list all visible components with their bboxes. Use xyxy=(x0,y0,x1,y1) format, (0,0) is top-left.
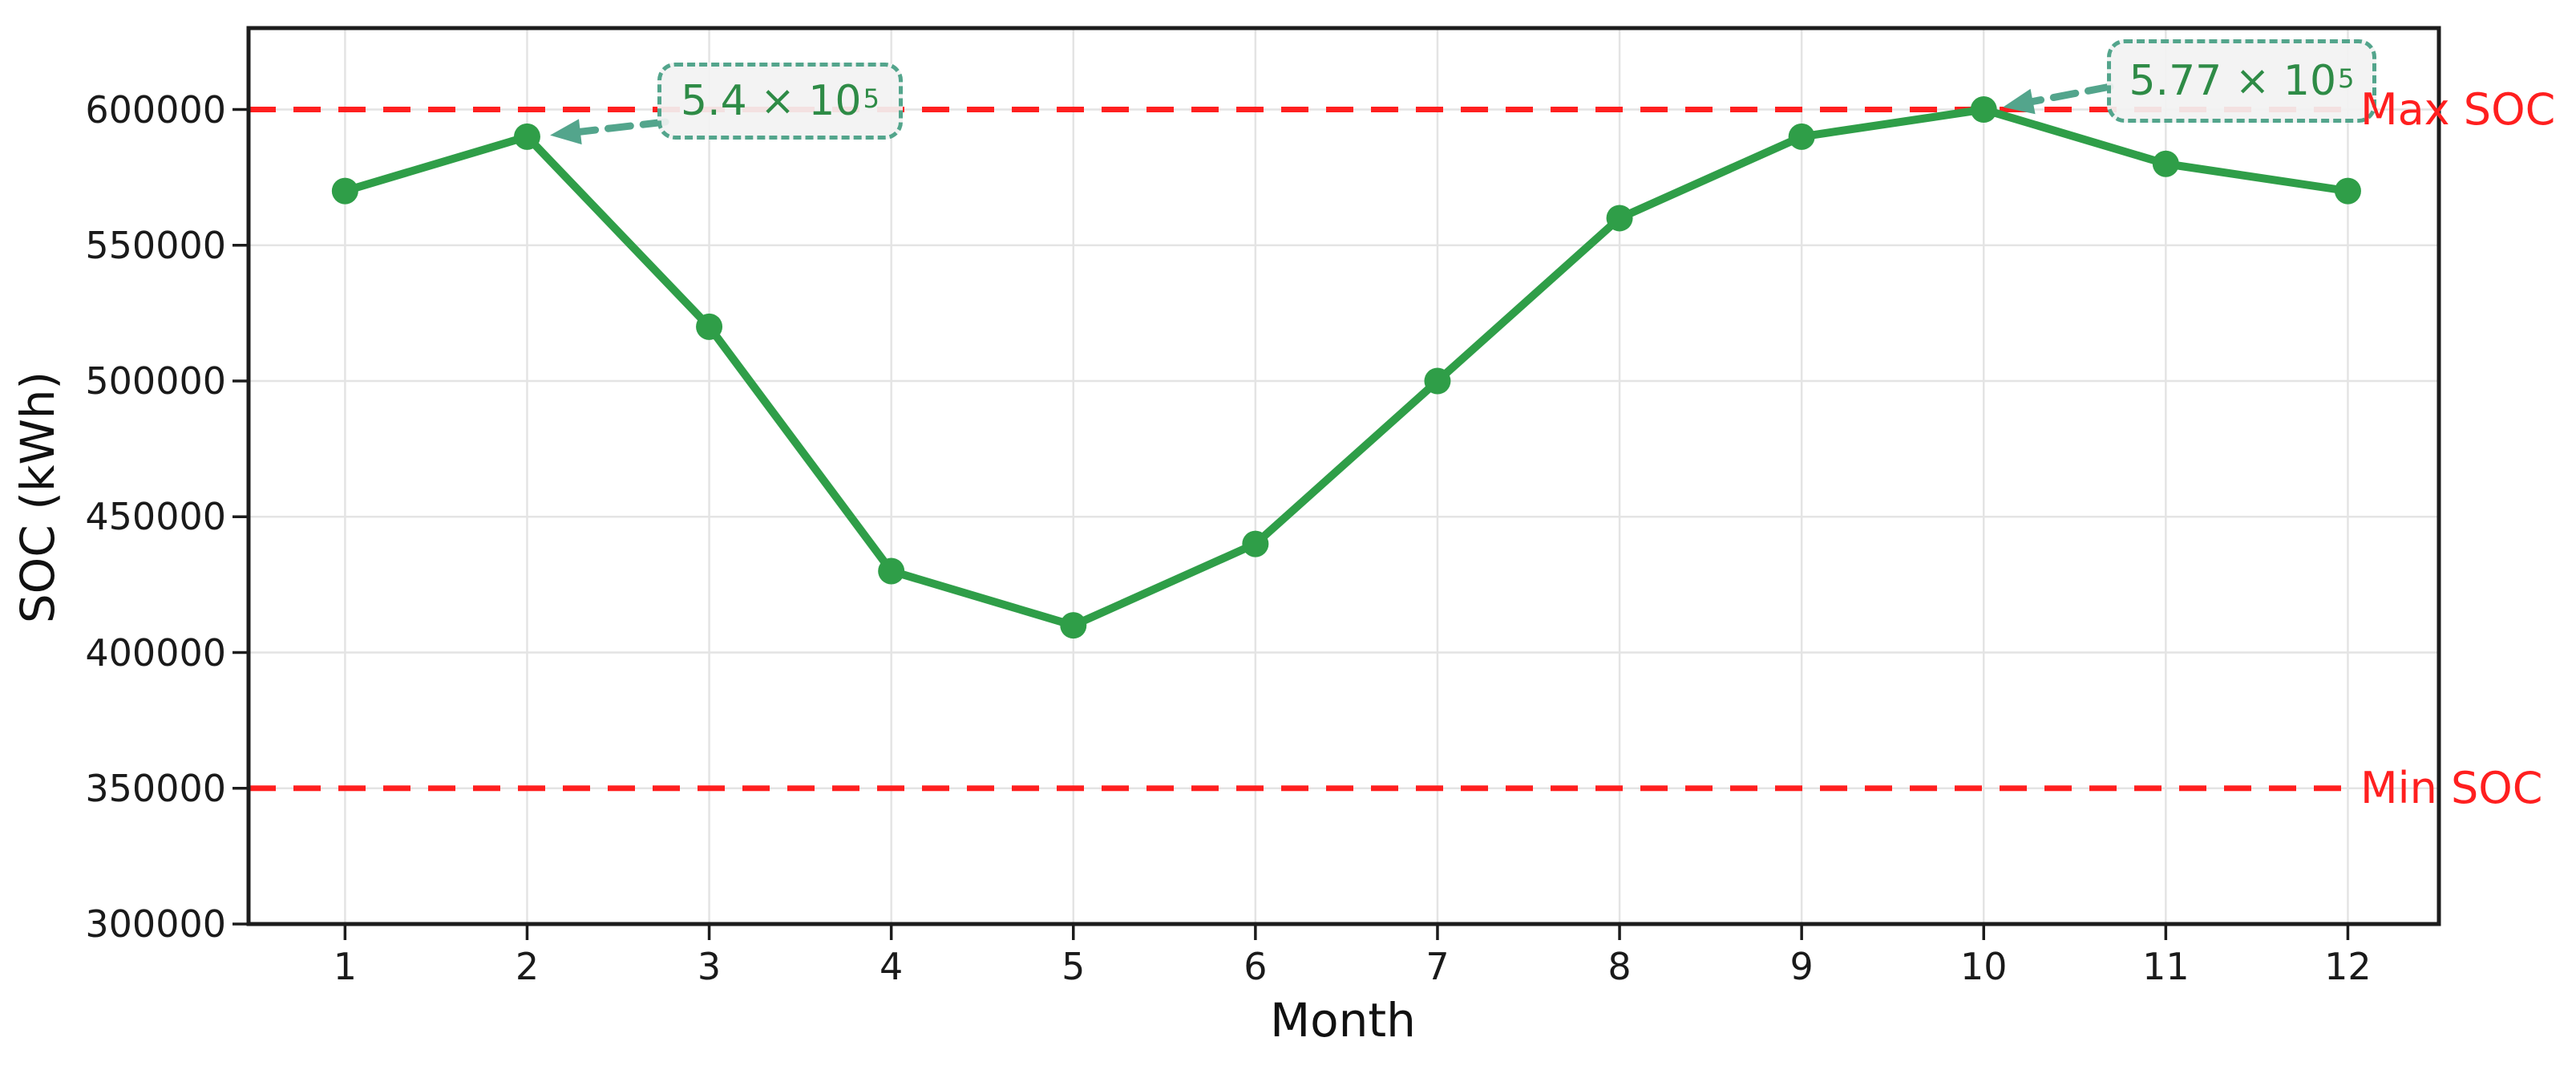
x-tick-label: 6 xyxy=(1244,945,1268,988)
y-tick-label: 400000 xyxy=(85,630,226,675)
max-soc-label: Max SOC xyxy=(2360,83,2556,135)
annotation-arrowhead xyxy=(550,119,582,145)
soc-data-point xyxy=(1060,612,1087,639)
y-tick-label: 600000 xyxy=(85,87,226,132)
soc-data-point xyxy=(1606,205,1633,232)
x-tick-label: 12 xyxy=(2324,945,2372,988)
axes-spines xyxy=(246,26,2441,926)
annotation-oct-value: 5.77 × 10 5 xyxy=(2107,39,2376,123)
soc-data-point xyxy=(2334,177,2361,205)
x-tick-label: 1 xyxy=(333,945,357,988)
x-tick-label: 8 xyxy=(1607,945,1632,988)
soc-data-point xyxy=(1970,96,1997,124)
annotation-feb-value: 5.4 × 10 5 xyxy=(657,63,903,140)
soc-data-point xyxy=(878,557,905,585)
y-tick-label: 350000 xyxy=(85,766,226,810)
x-tick-label: 10 xyxy=(1959,945,2008,988)
x-tick-label: 3 xyxy=(697,945,722,988)
y-tick-label: 300000 xyxy=(85,902,226,946)
soc-data-point xyxy=(1788,123,1815,150)
y-tick-label: 500000 xyxy=(85,359,226,403)
x-tick-label: 9 xyxy=(1789,945,1814,988)
x-tick-label: 2 xyxy=(515,945,540,988)
soc-data-point xyxy=(2152,150,2179,177)
x-axis-title: Month xyxy=(1270,993,1416,1048)
y-axis-title: SOC (kWh) xyxy=(10,371,65,624)
annotation-oct-text: 5.77 × 10 xyxy=(2129,57,2337,105)
min-soc-label: Min SOC xyxy=(2360,762,2543,813)
x-tick-label: 4 xyxy=(880,945,904,988)
annotation-feb-text: 5.4 × 10 xyxy=(680,77,862,125)
soc-data-point xyxy=(696,313,723,340)
x-tick-label: 11 xyxy=(2142,945,2190,988)
x-tick-label: 5 xyxy=(1062,945,1086,988)
y-tick-label: 450000 xyxy=(85,495,226,539)
x-tick-label: 7 xyxy=(1425,945,1450,988)
soc-data-point xyxy=(1424,367,1451,395)
annotation-arrowhead xyxy=(2003,88,2036,115)
soc-data-point xyxy=(513,123,540,150)
soc-data-point xyxy=(1242,530,1269,557)
soc-series-line xyxy=(341,105,2352,630)
y-tick-label: 550000 xyxy=(85,223,226,267)
soc-data-point xyxy=(331,177,358,205)
